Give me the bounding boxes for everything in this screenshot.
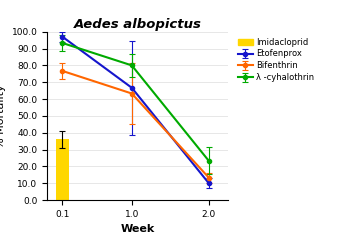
Legend: Imidacloprid, Etofenprox, Bifenthrin, λ -cyhalothrin: Imidacloprid, Etofenprox, Bifenthrin, λ … (236, 36, 316, 84)
Title: Aedes albopictus: Aedes albopictus (73, 18, 202, 30)
Y-axis label: % Mortality: % Mortality (0, 84, 6, 148)
X-axis label: Week: Week (121, 224, 155, 234)
Bar (56, 140, 69, 200)
